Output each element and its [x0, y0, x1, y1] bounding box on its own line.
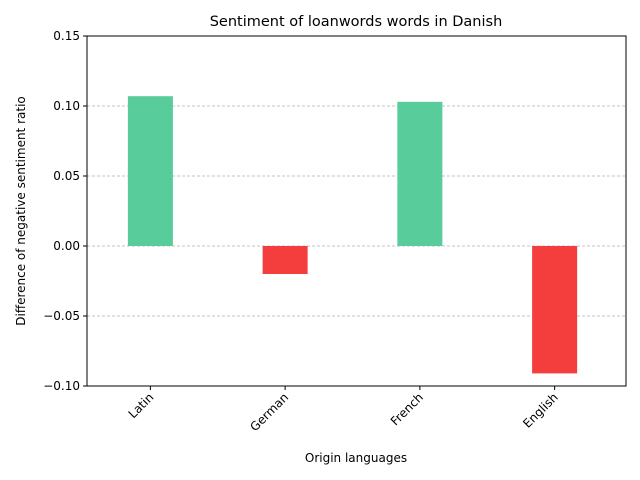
y-tick-label: 0.00	[53, 239, 80, 253]
y-tick-label: 0.05	[53, 169, 80, 183]
x-axis-ticks: Latin German French English	[126, 386, 561, 434]
bar-latin	[127, 96, 173, 246]
x-tick-label: French	[388, 390, 426, 428]
y-tick-label: 0.10	[53, 99, 80, 113]
chart-title: Sentiment of loanwords words in Danish	[210, 14, 503, 30]
bar-french	[397, 101, 443, 246]
x-axis-label: Origin languages	[305, 451, 407, 465]
y-tick-label: 0.15	[53, 29, 80, 43]
plot-frame	[86, 35, 627, 387]
x-tick-label: German	[247, 390, 291, 434]
bar-german	[262, 246, 308, 274]
y-tick-label: −0.05	[43, 309, 80, 323]
x-tick-label: Latin	[126, 390, 157, 421]
bar-english	[532, 246, 578, 374]
bars	[127, 96, 578, 374]
y-axis-label: Difference of negative sentiment ratio	[14, 96, 28, 326]
x-tick-label: English	[520, 390, 561, 431]
y-tick-label: −0.10	[43, 379, 80, 393]
y-axis-ticks: −0.10 −0.05 0.00 0.05 0.10 0.15	[43, 29, 87, 393]
